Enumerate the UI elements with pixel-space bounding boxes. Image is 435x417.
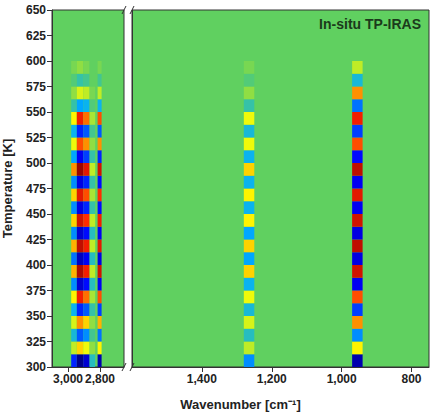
svg-text:375: 375 [26, 284, 46, 298]
svg-text:525: 525 [26, 131, 46, 145]
svg-text:Wavenumber [cm⁻¹]: Wavenumber [cm⁻¹] [180, 397, 301, 412]
svg-text:1,000: 1,000 [327, 372, 357, 386]
svg-text:2,800: 2,800 [85, 372, 115, 386]
svg-text:625: 625 [26, 29, 46, 43]
svg-text:475: 475 [26, 182, 46, 196]
svg-text:300: 300 [26, 360, 46, 374]
svg-text:650: 650 [26, 3, 46, 17]
svg-text:800: 800 [402, 372, 422, 386]
svg-text:350: 350 [26, 309, 46, 323]
svg-text:Temperature [K]: Temperature [K] [0, 139, 15, 238]
svg-text:425: 425 [26, 233, 46, 247]
svg-text:400: 400 [26, 258, 46, 272]
svg-text:450: 450 [26, 207, 46, 221]
svg-text:575: 575 [26, 80, 46, 94]
svg-text:325: 325 [26, 335, 46, 349]
svg-text:600: 600 [26, 54, 46, 68]
svg-text:1,200: 1,200 [257, 372, 287, 386]
svg-text:In-situ TP-IRAS: In-situ TP-IRAS [319, 16, 421, 32]
svg-text:500: 500 [26, 156, 46, 170]
svg-text:550: 550 [26, 105, 46, 119]
svg-text:1,400: 1,400 [187, 372, 217, 386]
svg-text:3,000: 3,000 [53, 372, 83, 386]
